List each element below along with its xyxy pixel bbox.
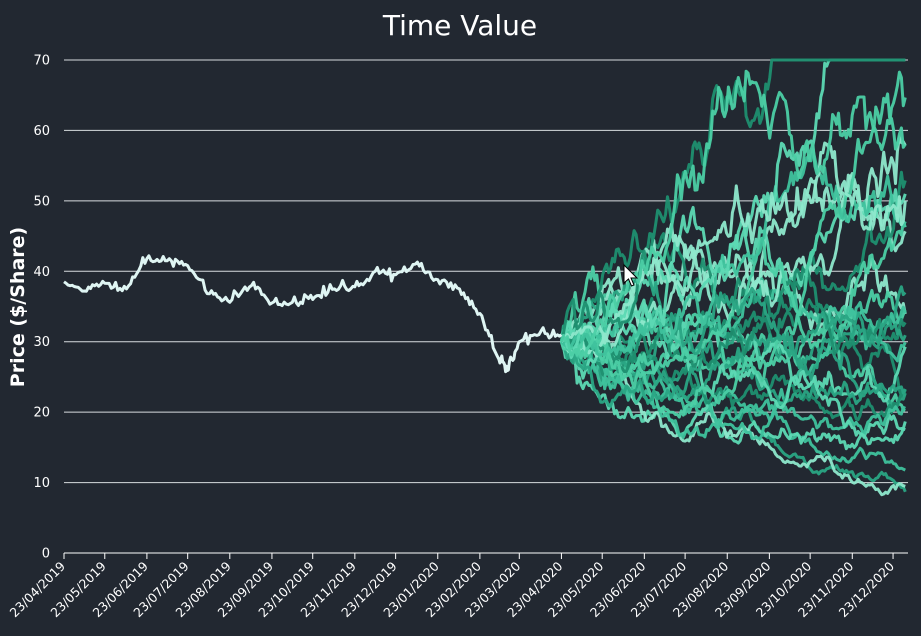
- y-tick-labels: 0 10 20 30 40 50 60 70: [33, 54, 50, 562]
- historical-series: [63, 254, 563, 374]
- simulated-path: [560, 288, 907, 380]
- y-axis-label: Price ($/Share): [7, 227, 29, 387]
- historical-line: [63, 254, 563, 374]
- simulated-path: [560, 141, 907, 345]
- y-tick-label: 10: [33, 476, 50, 491]
- simulated-path: [560, 330, 906, 451]
- y-tick-label: 40: [33, 265, 50, 280]
- y-tick-label: 20: [33, 406, 50, 421]
- y-tick-label: 30: [33, 335, 50, 350]
- y-tick-label: 60: [33, 124, 50, 139]
- simulated-path: [559, 58, 906, 343]
- simulated-path: [560, 285, 907, 408]
- simulated-path: [559, 257, 907, 343]
- simulated-path: [560, 257, 907, 358]
- simulated-path: [560, 147, 907, 357]
- chart-title: Time Value: [382, 9, 537, 42]
- simulated-paths: [559, 58, 907, 497]
- y-tick-label: 70: [33, 54, 50, 69]
- gridlines: [64, 59, 908, 484]
- mouse-cursor-icon: [623, 263, 639, 287]
- simulated-path: [559, 69, 907, 360]
- simulated-path: [560, 339, 907, 422]
- y-tick-label: 50: [33, 194, 50, 209]
- x-axis: 23/04/201923/05/201923/06/201923/07/2019…: [7, 552, 908, 620]
- y-tick-label: 0: [42, 547, 50, 562]
